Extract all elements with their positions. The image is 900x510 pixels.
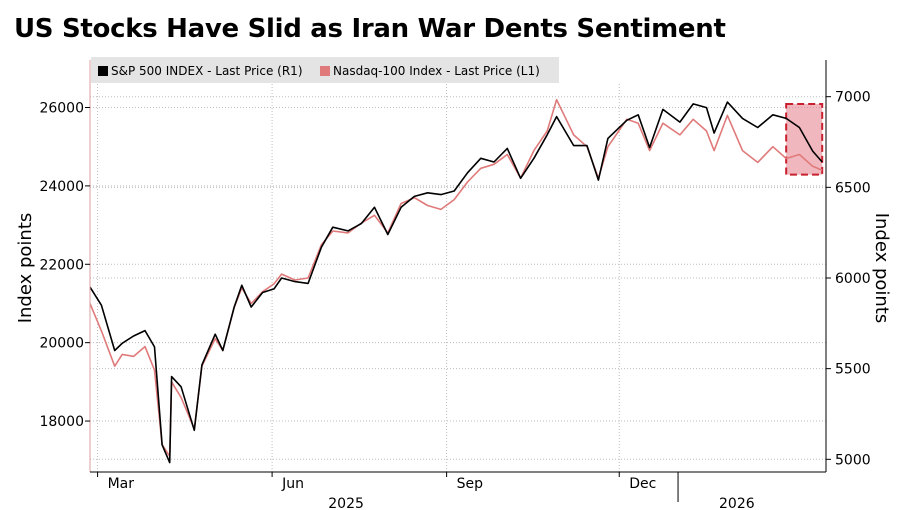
grid-layer <box>90 84 826 472</box>
x-tick-label-sep: Sep <box>457 476 484 492</box>
left-tick-label-22000: 22000 <box>39 257 84 273</box>
x-tick-label-dec: Dec <box>629 476 656 492</box>
left-tick-label-20000: 20000 <box>39 336 84 352</box>
legend-label-sp500: S&P 500 INDEX - Last Price (R1) <box>111 64 303 78</box>
legend-label-ndx: Nasdaq-100 Index - Last Price (L1) <box>333 64 540 78</box>
x-year-label-2025: 2025 <box>328 496 364 510</box>
legend-swatch-sp500 <box>98 66 108 76</box>
right-axis-title: Index points <box>871 213 892 324</box>
x-tick-label-mar: Mar <box>108 476 135 492</box>
left-tick-label-18000: 18000 <box>39 414 84 430</box>
axes-layer: 18000 20000 22000 24000 26000 5000 5500 6000 650… <box>15 60 892 510</box>
highlight-layer <box>785 102 824 176</box>
left-tick-label-26000: 26000 <box>39 101 84 117</box>
line-nasdaq-100 <box>89 98 823 458</box>
series-layer <box>89 98 823 464</box>
legend-swatch-ndx <box>320 66 330 76</box>
right-tick-label-5500: 5500 <box>835 362 871 378</box>
x-year-label-2026: 2026 <box>719 496 755 510</box>
x-tick-label-jun: Jun <box>281 476 304 492</box>
right-tick-label-6000: 6000 <box>835 271 871 287</box>
right-tick-label-5000: 5000 <box>835 452 871 468</box>
right-tick-label-6500: 6500 <box>835 180 871 196</box>
left-tick-label-24000: 24000 <box>39 179 84 195</box>
line-sp500 <box>89 101 823 464</box>
legend: S&P 500 INDEX - Last Price (R1) Nasdaq-1… <box>91 57 559 83</box>
left-axis-title: Index points <box>15 213 36 324</box>
chart-title: US Stocks Have Slid as Iran War Dents Se… <box>14 14 726 44</box>
right-tick-label-7000: 7000 <box>835 90 871 106</box>
highlight-box <box>785 102 824 176</box>
